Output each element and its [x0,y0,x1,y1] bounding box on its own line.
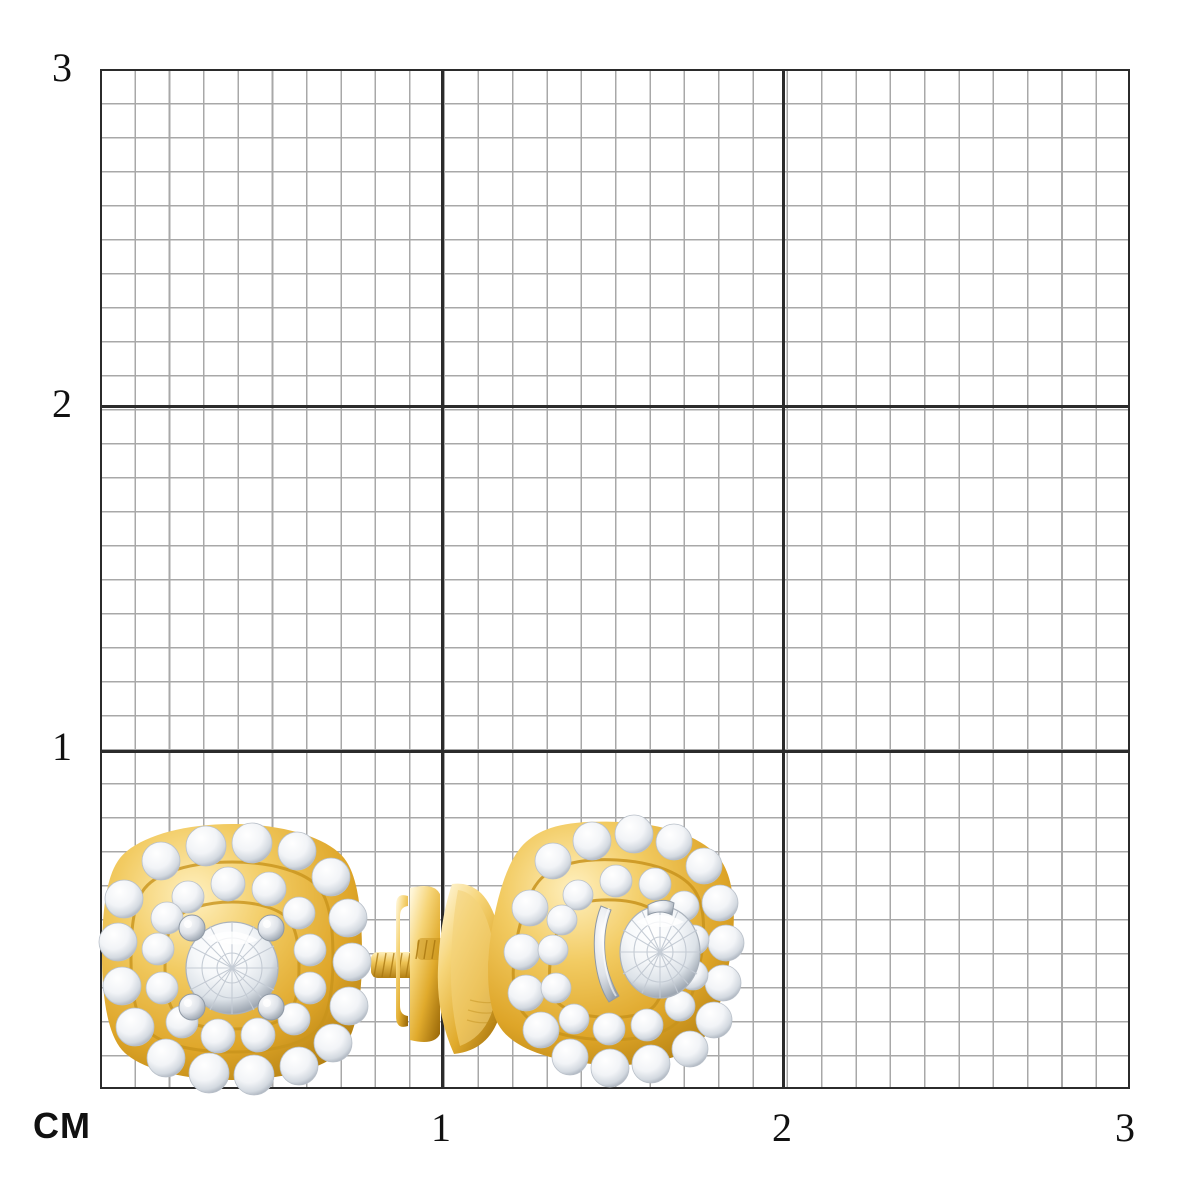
gridline-major-horizontal-1cm [100,750,1130,753]
x-axis-tick-3: 3 [1115,1105,1135,1150]
y-axis-tick-2: 2 [52,381,72,426]
gridline-major-horizontal-2cm [100,405,1130,408]
x-axis-tick-2: 2 [772,1105,792,1150]
y-axis-tick-1: 1 [52,724,72,769]
gridline-major-vertical-2cm [782,69,785,1089]
gridline-major-vertical-1cm [441,69,444,1089]
x-axis-tick-1: 1 [431,1105,451,1150]
unit-label-cm: CM [33,1105,91,1146]
y-axis-tick-3: 3 [52,45,72,90]
ruler-grid [100,69,1130,1089]
